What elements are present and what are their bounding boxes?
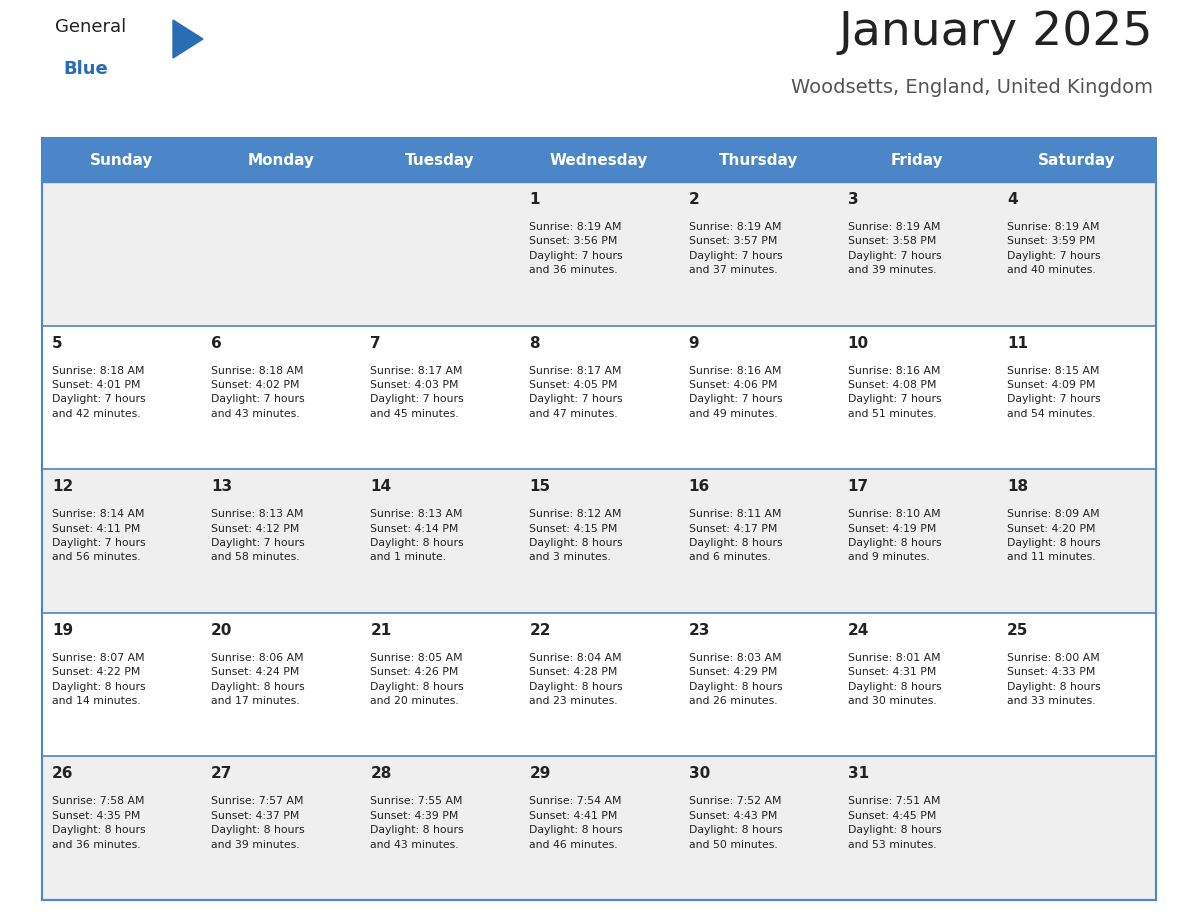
Bar xyxy=(42,138,1156,900)
Text: Sunrise: 7:55 AM
Sunset: 4:39 PM
Daylight: 8 hours
and 43 minutes.: Sunrise: 7:55 AM Sunset: 4:39 PM Dayligh… xyxy=(371,797,463,849)
Text: 16: 16 xyxy=(689,479,709,494)
Text: Sunrise: 7:51 AM
Sunset: 4:45 PM
Daylight: 8 hours
and 53 minutes.: Sunrise: 7:51 AM Sunset: 4:45 PM Dayligh… xyxy=(848,797,941,849)
Text: Woodsetts, England, United Kingdom: Woodsetts, England, United Kingdom xyxy=(791,78,1154,97)
Text: Sunrise: 8:00 AM
Sunset: 4:33 PM
Daylight: 8 hours
and 33 minutes.: Sunrise: 8:00 AM Sunset: 4:33 PM Dayligh… xyxy=(1007,653,1100,706)
Text: Sunrise: 8:12 AM
Sunset: 4:15 PM
Daylight: 8 hours
and 3 minutes.: Sunrise: 8:12 AM Sunset: 4:15 PM Dayligh… xyxy=(530,509,623,563)
Text: Sunrise: 8:03 AM
Sunset: 4:29 PM
Daylight: 8 hours
and 26 minutes.: Sunrise: 8:03 AM Sunset: 4:29 PM Dayligh… xyxy=(689,653,782,706)
Text: 4: 4 xyxy=(1007,192,1017,207)
Text: Sunrise: 8:04 AM
Sunset: 4:28 PM
Daylight: 8 hours
and 23 minutes.: Sunrise: 8:04 AM Sunset: 4:28 PM Dayligh… xyxy=(530,653,623,706)
Text: January 2025: January 2025 xyxy=(839,10,1154,55)
Polygon shape xyxy=(173,20,203,58)
Text: 14: 14 xyxy=(371,479,391,494)
Text: Sunrise: 8:11 AM
Sunset: 4:17 PM
Daylight: 8 hours
and 6 minutes.: Sunrise: 8:11 AM Sunset: 4:17 PM Dayligh… xyxy=(689,509,782,563)
Text: 1: 1 xyxy=(530,192,539,207)
Text: 9: 9 xyxy=(689,336,700,351)
Text: Blue: Blue xyxy=(63,60,108,78)
Text: Sunrise: 8:16 AM
Sunset: 4:08 PM
Daylight: 7 hours
and 51 minutes.: Sunrise: 8:16 AM Sunset: 4:08 PM Dayligh… xyxy=(848,365,941,419)
Text: 28: 28 xyxy=(371,767,392,781)
Text: Sunrise: 8:05 AM
Sunset: 4:26 PM
Daylight: 8 hours
and 20 minutes.: Sunrise: 8:05 AM Sunset: 4:26 PM Dayligh… xyxy=(371,653,463,706)
Text: Sunrise: 8:10 AM
Sunset: 4:19 PM
Daylight: 8 hours
and 9 minutes.: Sunrise: 8:10 AM Sunset: 4:19 PM Dayligh… xyxy=(848,509,941,563)
Text: Sunrise: 8:18 AM
Sunset: 4:01 PM
Daylight: 7 hours
and 42 minutes.: Sunrise: 8:18 AM Sunset: 4:01 PM Dayligh… xyxy=(52,365,146,419)
Text: Sunrise: 7:58 AM
Sunset: 4:35 PM
Daylight: 8 hours
and 36 minutes.: Sunrise: 7:58 AM Sunset: 4:35 PM Dayligh… xyxy=(52,797,146,849)
Bar xyxy=(42,182,1156,326)
Text: 3: 3 xyxy=(848,192,859,207)
Text: Sunrise: 8:13 AM
Sunset: 4:12 PM
Daylight: 7 hours
and 58 minutes.: Sunrise: 8:13 AM Sunset: 4:12 PM Dayligh… xyxy=(211,509,305,563)
Text: Sunrise: 8:19 AM
Sunset: 3:56 PM
Daylight: 7 hours
and 36 minutes.: Sunrise: 8:19 AM Sunset: 3:56 PM Dayligh… xyxy=(530,222,623,275)
Text: 19: 19 xyxy=(52,622,74,638)
Bar xyxy=(42,138,1156,182)
Text: 29: 29 xyxy=(530,767,551,781)
Text: 22: 22 xyxy=(530,622,551,638)
Text: General: General xyxy=(55,18,126,36)
Text: 11: 11 xyxy=(1007,336,1028,351)
Text: 6: 6 xyxy=(211,336,222,351)
Text: Sunrise: 8:01 AM
Sunset: 4:31 PM
Daylight: 8 hours
and 30 minutes.: Sunrise: 8:01 AM Sunset: 4:31 PM Dayligh… xyxy=(848,653,941,706)
Text: Sunrise: 7:54 AM
Sunset: 4:41 PM
Daylight: 8 hours
and 46 minutes.: Sunrise: 7:54 AM Sunset: 4:41 PM Dayligh… xyxy=(530,797,623,849)
Text: 13: 13 xyxy=(211,479,233,494)
Text: Sunrise: 8:09 AM
Sunset: 4:20 PM
Daylight: 8 hours
and 11 minutes.: Sunrise: 8:09 AM Sunset: 4:20 PM Dayligh… xyxy=(1007,509,1100,563)
Text: Sunrise: 8:13 AM
Sunset: 4:14 PM
Daylight: 8 hours
and 1 minute.: Sunrise: 8:13 AM Sunset: 4:14 PM Dayligh… xyxy=(371,509,463,563)
Text: 2: 2 xyxy=(689,192,700,207)
Text: Sunrise: 7:57 AM
Sunset: 4:37 PM
Daylight: 8 hours
and 39 minutes.: Sunrise: 7:57 AM Sunset: 4:37 PM Dayligh… xyxy=(211,797,305,849)
Text: 27: 27 xyxy=(211,767,233,781)
Text: 21: 21 xyxy=(371,622,392,638)
Text: 26: 26 xyxy=(52,767,74,781)
Text: 18: 18 xyxy=(1007,479,1028,494)
Text: Sunrise: 8:18 AM
Sunset: 4:02 PM
Daylight: 7 hours
and 43 minutes.: Sunrise: 8:18 AM Sunset: 4:02 PM Dayligh… xyxy=(211,365,305,419)
Text: 8: 8 xyxy=(530,336,541,351)
Bar xyxy=(42,469,1156,613)
Text: Sunrise: 8:15 AM
Sunset: 4:09 PM
Daylight: 7 hours
and 54 minutes.: Sunrise: 8:15 AM Sunset: 4:09 PM Dayligh… xyxy=(1007,365,1100,419)
Text: 17: 17 xyxy=(848,479,868,494)
Text: 12: 12 xyxy=(52,479,74,494)
Text: 20: 20 xyxy=(211,622,233,638)
Text: 25: 25 xyxy=(1007,622,1029,638)
Text: 15: 15 xyxy=(530,479,550,494)
Text: Sunrise: 8:17 AM
Sunset: 4:03 PM
Daylight: 7 hours
and 45 minutes.: Sunrise: 8:17 AM Sunset: 4:03 PM Dayligh… xyxy=(371,365,463,419)
Text: 31: 31 xyxy=(848,767,868,781)
Text: 24: 24 xyxy=(848,622,870,638)
Text: Wednesday: Wednesday xyxy=(550,152,649,167)
Text: 23: 23 xyxy=(689,622,710,638)
Text: Friday: Friday xyxy=(891,152,943,167)
Text: Thursday: Thursday xyxy=(719,152,798,167)
Text: 7: 7 xyxy=(371,336,381,351)
Bar xyxy=(42,326,1156,469)
Text: Sunrise: 8:17 AM
Sunset: 4:05 PM
Daylight: 7 hours
and 47 minutes.: Sunrise: 8:17 AM Sunset: 4:05 PM Dayligh… xyxy=(530,365,623,419)
Text: Tuesday: Tuesday xyxy=(405,152,475,167)
Text: Saturday: Saturday xyxy=(1037,152,1116,167)
Text: Sunrise: 7:52 AM
Sunset: 4:43 PM
Daylight: 8 hours
and 50 minutes.: Sunrise: 7:52 AM Sunset: 4:43 PM Dayligh… xyxy=(689,797,782,849)
Text: Sunrise: 8:14 AM
Sunset: 4:11 PM
Daylight: 7 hours
and 56 minutes.: Sunrise: 8:14 AM Sunset: 4:11 PM Dayligh… xyxy=(52,509,146,563)
Text: 10: 10 xyxy=(848,336,868,351)
Text: Sunrise: 8:06 AM
Sunset: 4:24 PM
Daylight: 8 hours
and 17 minutes.: Sunrise: 8:06 AM Sunset: 4:24 PM Dayligh… xyxy=(211,653,305,706)
Text: Monday: Monday xyxy=(247,152,314,167)
Bar xyxy=(42,756,1156,900)
Text: Sunrise: 8:19 AM
Sunset: 3:59 PM
Daylight: 7 hours
and 40 minutes.: Sunrise: 8:19 AM Sunset: 3:59 PM Dayligh… xyxy=(1007,222,1100,275)
Text: 5: 5 xyxy=(52,336,63,351)
Text: 30: 30 xyxy=(689,767,709,781)
Text: Sunrise: 8:19 AM
Sunset: 3:58 PM
Daylight: 7 hours
and 39 minutes.: Sunrise: 8:19 AM Sunset: 3:58 PM Dayligh… xyxy=(848,222,941,275)
Text: Sunrise: 8:07 AM
Sunset: 4:22 PM
Daylight: 8 hours
and 14 minutes.: Sunrise: 8:07 AM Sunset: 4:22 PM Dayligh… xyxy=(52,653,146,706)
Text: Sunday: Sunday xyxy=(90,152,153,167)
Text: Sunrise: 8:16 AM
Sunset: 4:06 PM
Daylight: 7 hours
and 49 minutes.: Sunrise: 8:16 AM Sunset: 4:06 PM Dayligh… xyxy=(689,365,782,419)
Bar xyxy=(42,613,1156,756)
Text: Sunrise: 8:19 AM
Sunset: 3:57 PM
Daylight: 7 hours
and 37 minutes.: Sunrise: 8:19 AM Sunset: 3:57 PM Dayligh… xyxy=(689,222,782,275)
